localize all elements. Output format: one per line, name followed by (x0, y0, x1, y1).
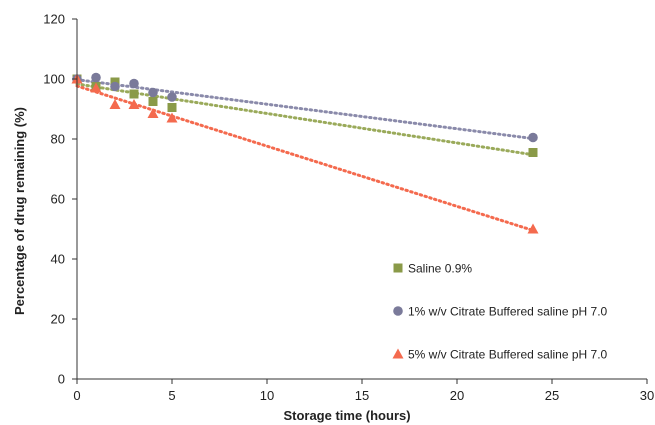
x-tick-label: 0 (73, 388, 80, 403)
data-point-series-2 (129, 78, 139, 89)
x-axis-title: Storage time (hours) (283, 408, 410, 423)
data-point-series-2 (528, 132, 538, 143)
y-tick-label: 80 (51, 132, 65, 147)
legend-marker-2 (393, 306, 403, 316)
x-tick-label: 10 (260, 388, 274, 403)
data-point-series-2 (148, 87, 158, 98)
trendlines (75, 78, 535, 232)
x-tick-label: 20 (450, 388, 464, 403)
data-point-series-3 (109, 99, 121, 109)
y-tick-label: 60 (51, 192, 65, 207)
trendline-series-3 (75, 84, 535, 232)
y-tick-label: 120 (43, 12, 65, 27)
data-point-series-1 (167, 103, 177, 112)
y-tick-label: 0 (58, 372, 65, 387)
axes: 0 20 40 60 80 100 120 0 5 10 15 20 25 30 (43, 12, 654, 404)
legend-label-2: 1% w/v Citrate Buffered saline pH 7.0 (408, 305, 608, 319)
legend-marker-3 (392, 348, 404, 359)
markers (71, 72, 539, 234)
x-tick-label: 15 (355, 388, 369, 403)
data-point-series-2 (91, 72, 101, 83)
trendline-series-2 (75, 78, 535, 141)
data-point-series-1 (528, 148, 538, 157)
legend-marker-1 (393, 263, 403, 273)
data-point-series-3 (527, 223, 539, 234)
legend: Saline 0.9% 1% w/v Citrate Buffered salin… (392, 262, 608, 362)
x-tick-label: 30 (640, 388, 654, 403)
x-tick-label: 25 (545, 388, 559, 403)
data-point-series-3 (147, 108, 159, 118)
data-point-series-2 (167, 92, 177, 102)
legend-label-3: 5% w/v Citrate Buffered saline pH 7.0 (408, 348, 608, 362)
data-point-series-3 (128, 99, 140, 109)
data-point-series-3 (166, 112, 178, 123)
y-axis-title: Percentage of drug remaining (%) (12, 107, 27, 315)
data-point-series-1 (129, 89, 139, 99)
x-tick-label: 5 (168, 388, 175, 403)
trendline-series-1 (75, 82, 535, 157)
legend-label-1: Saline 0.9% (408, 262, 472, 276)
y-tick-label: 100 (43, 72, 65, 87)
data-point-series-1 (148, 97, 158, 106)
data-point-series-2 (110, 81, 120, 92)
y-tick-label: 40 (51, 252, 65, 267)
y-tick-label: 20 (51, 312, 65, 327)
data-point-series-3 (90, 82, 102, 93)
